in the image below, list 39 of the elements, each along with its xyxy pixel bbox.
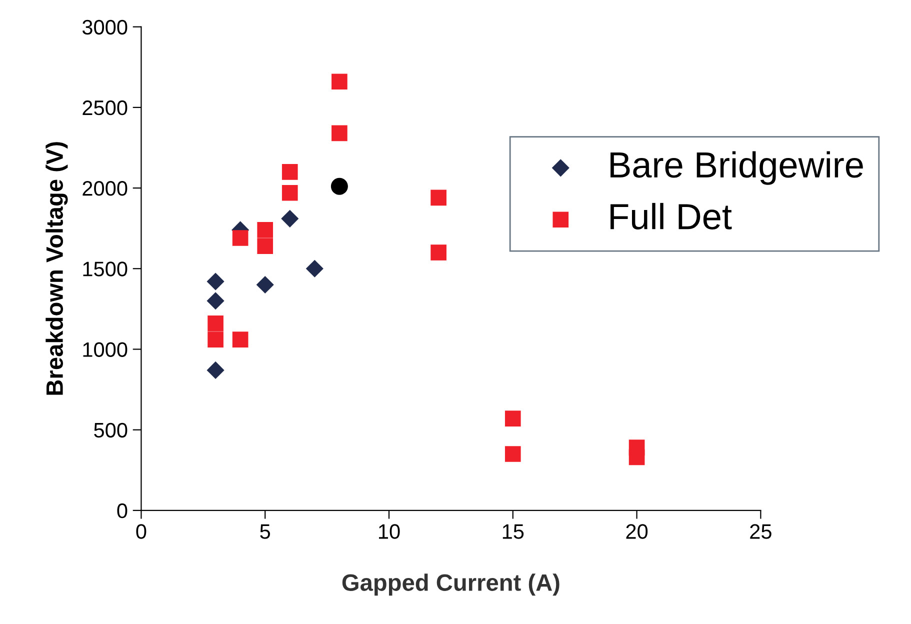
x-tick-label: 25	[750, 524, 772, 539]
y-tick-label: 500	[94, 422, 128, 438]
point	[332, 125, 348, 142]
point	[256, 276, 274, 294]
point	[628, 449, 645, 466]
x-tick-label: 20	[626, 524, 648, 539]
point	[504, 410, 521, 426]
point	[504, 446, 521, 462]
x-tick-label: 10	[379, 524, 400, 539]
point	[281, 210, 299, 228]
legend-label: Bare Bridgewire	[610, 151, 863, 185]
y-tick-label: 3000	[82, 20, 128, 35]
y-axis-title: Breakdown Voltage (V)	[46, 142, 68, 395]
point	[306, 260, 324, 278]
x-tick-label: 5	[260, 524, 270, 539]
point	[206, 361, 224, 379]
point	[430, 244, 446, 260]
point	[206, 272, 224, 290]
point	[206, 292, 224, 310]
x-axis-title: Gapped Current (A)	[342, 574, 560, 596]
point	[282, 184, 298, 201]
point	[232, 230, 248, 246]
x-tick-label: 0	[136, 524, 146, 539]
point	[208, 332, 224, 348]
y-tick-label: 2500	[82, 100, 128, 116]
point	[330, 178, 348, 195]
point	[257, 238, 274, 254]
x-tick-label: 15	[502, 524, 524, 539]
y-tick-label: 1500	[83, 262, 128, 276]
point	[232, 332, 248, 348]
point	[257, 222, 274, 238]
y-tick-label: 2000	[82, 181, 128, 196]
point	[430, 190, 446, 206]
point	[332, 74, 348, 90]
y-tick-label: 0	[117, 503, 128, 518]
y-tick-label: 1000	[83, 342, 128, 357]
point	[208, 316, 224, 332]
point	[282, 164, 298, 180]
legend-label: Full Det	[610, 202, 732, 230]
